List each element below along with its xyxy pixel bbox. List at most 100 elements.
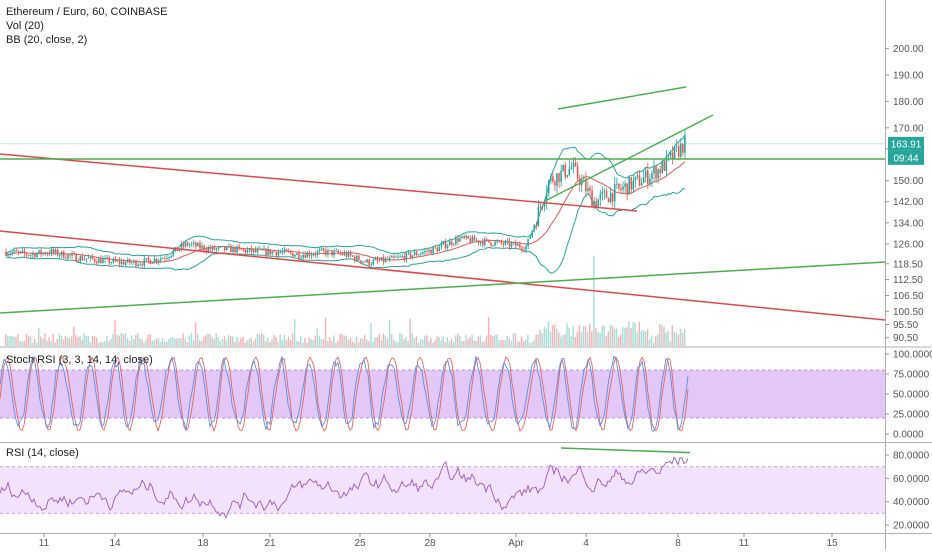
volume-bar [159, 341, 162, 346]
volume-label[interactable]: Vol (20) [6, 20, 44, 32]
stoch-tick-label: 25.0000 [893, 410, 930, 421]
candle-body [155, 258, 158, 262]
volume-bar [386, 338, 389, 346]
volume-bar [165, 341, 168, 346]
candle-body [508, 240, 511, 247]
candle-body [663, 161, 666, 171]
candle-body [521, 247, 523, 250]
volume-bar [368, 341, 370, 346]
candle-body [56, 249, 59, 256]
volume-bar [318, 335, 321, 346]
volume-bar [217, 337, 220, 346]
candle-body [209, 247, 212, 250]
volume-bar [316, 328, 319, 346]
candle-body [384, 258, 387, 263]
candle-body [638, 175, 641, 186]
volume-bar [572, 325, 574, 346]
volume-bar [657, 334, 659, 346]
volume-bar [331, 340, 333, 346]
candle-body [455, 237, 457, 244]
volume-bar [432, 342, 434, 346]
candle-body [671, 152, 674, 159]
candle-body [589, 187, 591, 191]
volume-bar [229, 336, 232, 346]
candle-body [675, 146, 678, 148]
price-tick-label: 95.50 [893, 320, 918, 331]
volume-bar [622, 327, 624, 346]
volume-bar [54, 342, 56, 346]
candle-body [436, 248, 439, 252]
volume-bar [106, 336, 108, 346]
candle-body [576, 165, 579, 179]
candle-body [281, 251, 284, 253]
candle-body [50, 249, 53, 255]
candle-body [58, 255, 61, 256]
symbol-label[interactable]: Ethereum / Euro, 60, COINBASE [6, 6, 168, 18]
candle-body [252, 249, 255, 253]
volume-bar [314, 335, 317, 346]
candle-body [376, 258, 379, 261]
volume-bar [438, 336, 440, 346]
volume-bar [677, 334, 680, 346]
candle-body [102, 259, 104, 264]
candle-body [9, 253, 11, 255]
candle-body [653, 166, 655, 174]
rsi-label[interactable]: RSI (14, close) [6, 447, 79, 459]
candle-body [190, 243, 193, 245]
candle-body [106, 257, 108, 259]
volume-bar [291, 333, 294, 346]
candle-body [139, 264, 141, 266]
candle-body [254, 249, 257, 252]
candle-body [168, 257, 170, 259]
volume-bar [494, 334, 496, 346]
volume-bar [269, 342, 271, 346]
volume-bar [456, 333, 459, 346]
candle-body [471, 236, 474, 243]
volume-bar [137, 333, 139, 346]
candle-body [329, 250, 331, 251]
volume-bar [397, 342, 399, 346]
volume-bar [663, 327, 665, 346]
candle-body [591, 190, 593, 207]
candle-body [112, 258, 115, 263]
bollinger-label[interactable]: BB (20, close, 2) [6, 34, 88, 46]
volume-bar [271, 339, 273, 346]
volume-bar [378, 333, 380, 346]
candle-body [91, 256, 94, 259]
volume-bar [205, 335, 207, 346]
volume-bar [362, 338, 364, 346]
candle-body [71, 253, 73, 256]
price-tick-label: 112.50 [893, 275, 923, 286]
volume-bar [619, 334, 622, 346]
volume-bar [273, 335, 275, 346]
candle-body [684, 136, 686, 153]
candle-body [574, 162, 577, 166]
volume-bar [613, 328, 616, 346]
volume-bar [411, 333, 413, 346]
candle-body [411, 255, 414, 258]
candle-body [661, 161, 663, 174]
volume-bar [638, 321, 640, 346]
volume-bar [324, 317, 327, 346]
candle-body [145, 257, 148, 259]
volume-bar [533, 340, 535, 346]
candle-body [358, 255, 360, 261]
stoch-rsi-label[interactable]: Stoch RSI (3, 3, 14, 14, close) [6, 354, 153, 366]
volume-bar [615, 328, 618, 346]
volume-bar [644, 331, 647, 346]
volume-bar [248, 339, 250, 346]
volume-bar [256, 333, 259, 346]
volume-bar [545, 328, 548, 346]
volume-bar [421, 339, 424, 346]
candle-body [498, 240, 500, 242]
candle-body [560, 170, 562, 182]
candle-body [655, 166, 657, 179]
candle-body [673, 146, 676, 159]
candle-body [271, 251, 273, 255]
candle-body [42, 252, 44, 255]
volume-bar [19, 340, 21, 346]
candle-body [665, 156, 668, 171]
candle-body [118, 260, 121, 264]
